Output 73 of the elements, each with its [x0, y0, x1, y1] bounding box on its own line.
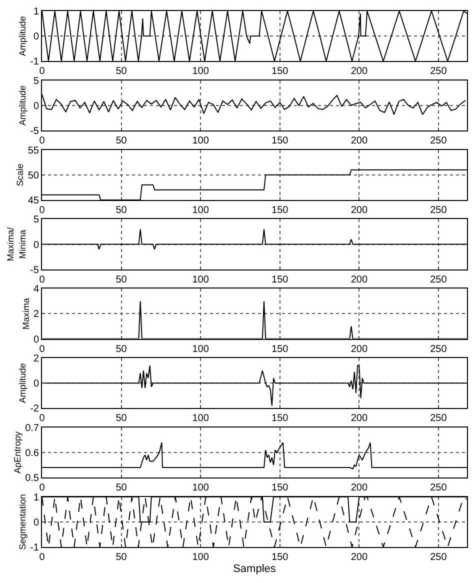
y-tick-label: 45: [28, 195, 40, 206]
x-tick-label: 250: [430, 136, 448, 147]
y-axis-title: Amplitude: [17, 85, 28, 126]
x-tick-label: 250: [430, 482, 448, 494]
y-tick-label: 0: [33, 240, 40, 251]
x-tick-label: 250: [430, 204, 448, 216]
x-tick-label: 200: [350, 136, 368, 147]
x-tick-label: 100: [192, 344, 210, 355]
x-tick-label: 150: [272, 274, 289, 286]
x-tick-label: 200: [350, 413, 368, 424]
x-tick-label: 250: [430, 66, 448, 78]
y-tick-label: 5: [33, 76, 40, 87]
y-axis-title: Maxima/Minima: [6, 226, 28, 262]
y-tick-label: 55: [28, 145, 40, 156]
x-tick-label: 50: [116, 344, 128, 355]
x-tick-label: 150: [272, 413, 289, 424]
x-tick-label: 50: [116, 136, 128, 147]
x-tick-label: 150: [272, 552, 289, 563]
y-tick-label: 2: [33, 354, 40, 365]
x-tick-label: 150: [272, 344, 289, 355]
y-tick-label: 0: [33, 100, 40, 112]
y-tick-label: -1: [30, 542, 40, 554]
x-tick-label: 100: [192, 482, 210, 494]
y-axis-title: Maxima: [20, 298, 31, 330]
y-tick-label: 50: [28, 170, 40, 182]
y-axis-title: Segmentation: [17, 494, 28, 550]
x-tick-label: 150: [272, 204, 289, 216]
y-tick-label: -5: [30, 126, 40, 138]
y-tick-label: 0.7: [25, 422, 40, 434]
x-tick-label: 150: [272, 136, 289, 147]
y-tick-label: 2: [33, 309, 40, 320]
x-tick-label: 50: [116, 66, 128, 78]
y-axis-title: Scale: [15, 164, 26, 186]
y-axis-title: Amplitude: [17, 16, 28, 56]
x-tick-label: 50: [116, 482, 128, 494]
x-tick-label: 50: [116, 413, 128, 424]
x-tick-label: 200: [350, 344, 368, 355]
x-tick-label: 100: [192, 274, 210, 286]
x-tick-label: 50: [116, 204, 128, 216]
x-tick-label: 100: [192, 66, 210, 78]
y-tick-label: 5: [33, 214, 40, 226]
x-tick-label: 200: [350, 274, 368, 286]
y-tick-label: 0: [33, 32, 40, 43]
y-tick-label: 0: [33, 378, 40, 390]
x-tick-label: 200: [350, 482, 368, 494]
x-tick-label: 200: [350, 66, 368, 78]
x-tick-label: 250: [430, 552, 448, 563]
y-tick-label: 0.6: [25, 448, 40, 460]
x-tick-label: 150: [272, 482, 289, 494]
x-tick-label: 200: [350, 552, 368, 563]
y-tick-label: 1: [33, 492, 40, 504]
y-tick-label: 4: [33, 284, 40, 296]
y-tick-label: 0.5: [25, 473, 40, 484]
y-tick-label: 1: [33, 6, 40, 18]
x-tick-label: 100: [192, 204, 210, 216]
x-axis-title: Samples: [233, 563, 276, 576]
y-tick-label: -2: [30, 404, 40, 415]
y-tick-label: 0: [33, 334, 40, 346]
x-tick-label: 250: [430, 274, 448, 286]
x-tick-label: 250: [430, 413, 448, 424]
y-tick-label: -1: [30, 56, 40, 68]
x-tick-label: 150: [272, 66, 289, 78]
x-tick-label: 100: [192, 552, 210, 563]
x-tick-label: 100: [192, 413, 210, 424]
y-tick-label: -5: [30, 264, 40, 276]
x-tick-label: 200: [350, 204, 368, 216]
x-tick-label: 100: [192, 136, 210, 147]
y-axis-title: Amplitude: [17, 363, 28, 404]
x-tick-label: 50: [116, 552, 128, 563]
x-tick-label: 250: [430, 344, 448, 355]
x-tick-label: 50: [116, 274, 128, 286]
y-tick-label: 0: [33, 517, 40, 528]
y-axis-title: ApEntropy: [12, 431, 22, 474]
